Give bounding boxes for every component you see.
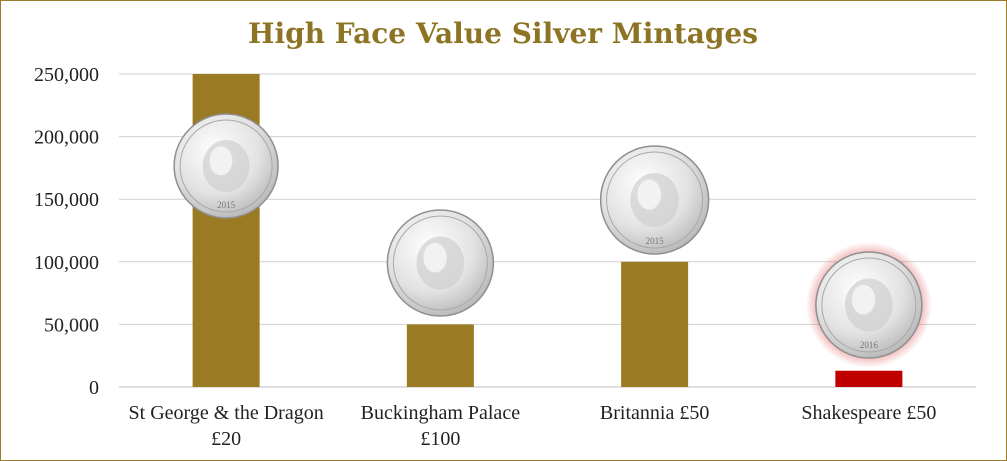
bars bbox=[192, 74, 903, 387]
coin-image: 2015 bbox=[599, 145, 710, 255]
category-label-line2: £20 bbox=[211, 428, 241, 450]
category-label: Buckingham Palace bbox=[361, 402, 521, 424]
y-axis-ticks: 0 50,000 100,000 150,000 200,000 250,000 bbox=[34, 64, 99, 399]
y-tick-label: 0 bbox=[89, 377, 99, 399]
x-axis-categories: St George & the Dragon £20 Buckingham Pala… bbox=[129, 402, 937, 450]
coin-image: 2015 bbox=[173, 113, 279, 219]
y-tick-label: 150,000 bbox=[34, 189, 99, 211]
y-tick-label: 100,000 bbox=[34, 252, 99, 274]
bar bbox=[406, 324, 474, 387]
coin-inscription: 2015 bbox=[217, 200, 236, 210]
bar bbox=[621, 261, 689, 387]
y-tick-label: 50,000 bbox=[44, 314, 99, 336]
bar bbox=[835, 370, 903, 387]
coin-inscription: 2016 bbox=[860, 340, 879, 350]
category-label: Shakespeare £50 bbox=[801, 402, 936, 424]
category-label: St George & the Dragon bbox=[129, 402, 324, 424]
y-tick-label: 250,000 bbox=[34, 64, 99, 86]
y-tick-label: 200,000 bbox=[34, 127, 99, 149]
category-label-line2: £100 bbox=[420, 428, 460, 450]
coin-image bbox=[386, 209, 495, 317]
coin-inscription: 2015 bbox=[646, 236, 665, 246]
coin-images: 2015 2015 2016 bbox=[173, 113, 932, 368]
category-label: Britannia £50 bbox=[600, 402, 709, 424]
coin-image: 2016 bbox=[805, 242, 932, 368]
chart-title: High Face Value Silver Mintages bbox=[248, 17, 758, 50]
